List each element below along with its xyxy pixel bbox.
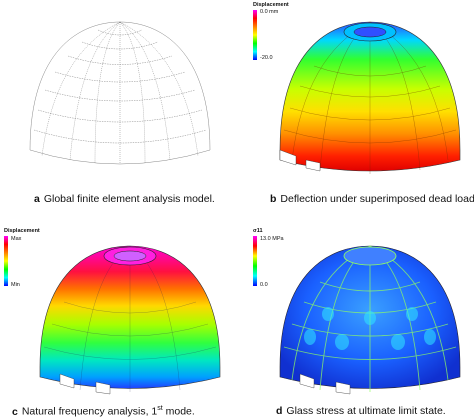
- panel-c-frequency-dome: [30, 232, 230, 400]
- panel-a-wireframe-model: [20, 10, 220, 180]
- wireframe-dome: [29, 21, 211, 165]
- legend-d-title: σ11: [253, 228, 263, 234]
- frequency-dome: [39, 245, 221, 395]
- panel-b-deflection-dome: [270, 10, 470, 180]
- caption-a: a Global finite element analysis model.: [34, 193, 215, 205]
- caption-c: c Natural frequency analysis, 1st mode.: [12, 405, 195, 418]
- legend-c-max: Max: [11, 236, 22, 242]
- legend-b-title: Displacement: [253, 2, 289, 8]
- caption-d-text: Glass stress at ultimate limit state.: [286, 405, 446, 417]
- legend-c-title: Displacement: [4, 228, 40, 234]
- panel-d-stress-dome: [270, 232, 470, 400]
- caption-d: d Glass stress at ultimate limit state.: [276, 405, 446, 417]
- legend-d-max: 13.0 MPa: [260, 236, 284, 242]
- panel-letter-b: b: [270, 193, 277, 205]
- legend-c-colorbar: [4, 236, 8, 286]
- deflection-dome: [279, 21, 461, 174]
- legend-d-colorbar: [253, 236, 257, 286]
- legend-d-min: 0.0: [260, 282, 268, 288]
- panel-letter-c: c: [12, 405, 18, 418]
- caption-a-text: Global finite element analysis model.: [43, 193, 215, 205]
- caption-b: b Deflection under superimposed dead load…: [270, 193, 474, 205]
- panel-letter-a: a: [34, 193, 40, 205]
- legend-c-min: Min: [11, 282, 20, 288]
- legend-b-max: 0.0 mm: [260, 9, 279, 15]
- caption-b-text: Deflection under superimposed dead loads…: [280, 193, 474, 205]
- stress-dome: [279, 245, 461, 395]
- caption-c-text: Natural frequency analysis, 1: [21, 405, 158, 418]
- panel-letter-d: d: [276, 405, 283, 417]
- caption-c-suffix: mode.: [162, 405, 195, 418]
- legend-b-min: -20.0: [260, 55, 273, 61]
- caption-c-superscript: st: [157, 405, 163, 412]
- legend-b-colorbar: [253, 10, 257, 60]
